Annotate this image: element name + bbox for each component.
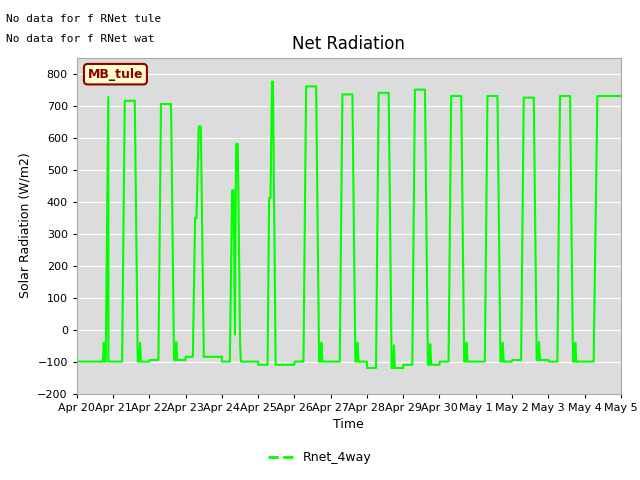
Y-axis label: Solar Radiation (W/m2): Solar Radiation (W/m2) [19, 153, 32, 299]
Text: No data for f RNet wat: No data for f RNet wat [6, 34, 155, 44]
Legend: Rnet_4way: Rnet_4way [263, 446, 377, 469]
Text: No data for f RNet tule: No data for f RNet tule [6, 14, 162, 24]
Title: Net Radiation: Net Radiation [292, 35, 405, 53]
Text: MB_tule: MB_tule [88, 68, 143, 81]
X-axis label: Time: Time [333, 418, 364, 431]
